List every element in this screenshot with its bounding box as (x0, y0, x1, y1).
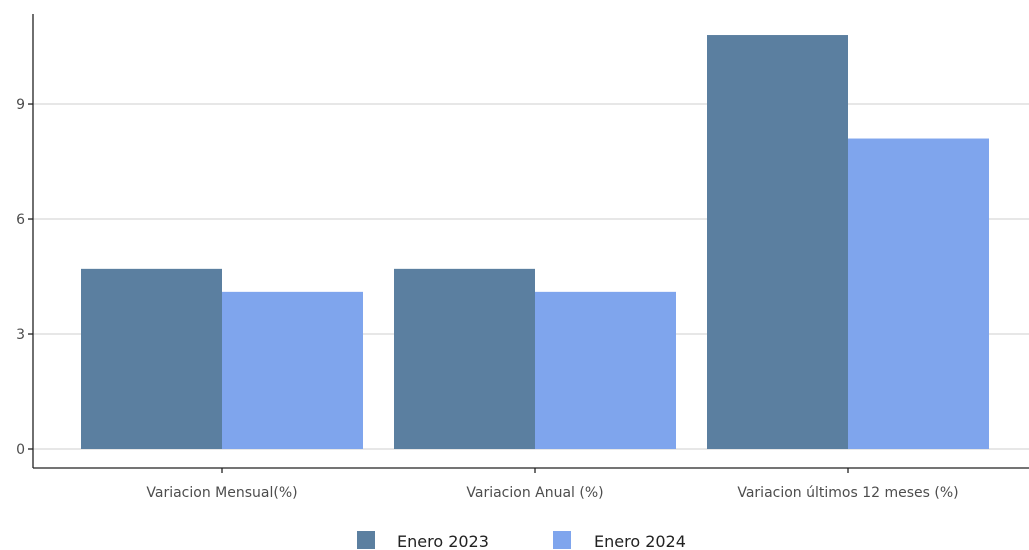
legend: Enero 2023 Enero 2024 (357, 531, 686, 550)
y-tick-label: 0 (16, 442, 25, 458)
bar-series-2-1 (222, 291, 363, 449)
bar-series-2-3 (848, 138, 989, 450)
legend-swatch (553, 531, 571, 549)
y-ticks: 0 3 6 9 (16, 97, 33, 458)
bar-series-1-1 (81, 268, 222, 449)
bar-series-2-2 (535, 291, 676, 449)
legend-label: Enero 2024 (594, 532, 686, 550)
y-tick-label: 6 (16, 212, 25, 228)
x-ticks: Variacion Mensual(%) Variacion Anual (%) V… (146, 468, 959, 501)
y-tick-label: 9 (16, 97, 25, 113)
axes (32, 14, 1029, 469)
legend-label: Enero 2023 (397, 532, 489, 550)
bar-series-1-2 (394, 268, 535, 449)
legend-swatch (357, 531, 375, 549)
bars (81, 35, 989, 450)
x-tick-label: Variacion Anual (%) (466, 485, 603, 501)
y-tick-label: 3 (16, 327, 25, 343)
x-tick-label: Variacion últimos 12 meses (%) (737, 485, 958, 501)
x-tick-label: Variacion Mensual(%) (146, 485, 297, 501)
bar-series-1-3 (707, 35, 848, 449)
